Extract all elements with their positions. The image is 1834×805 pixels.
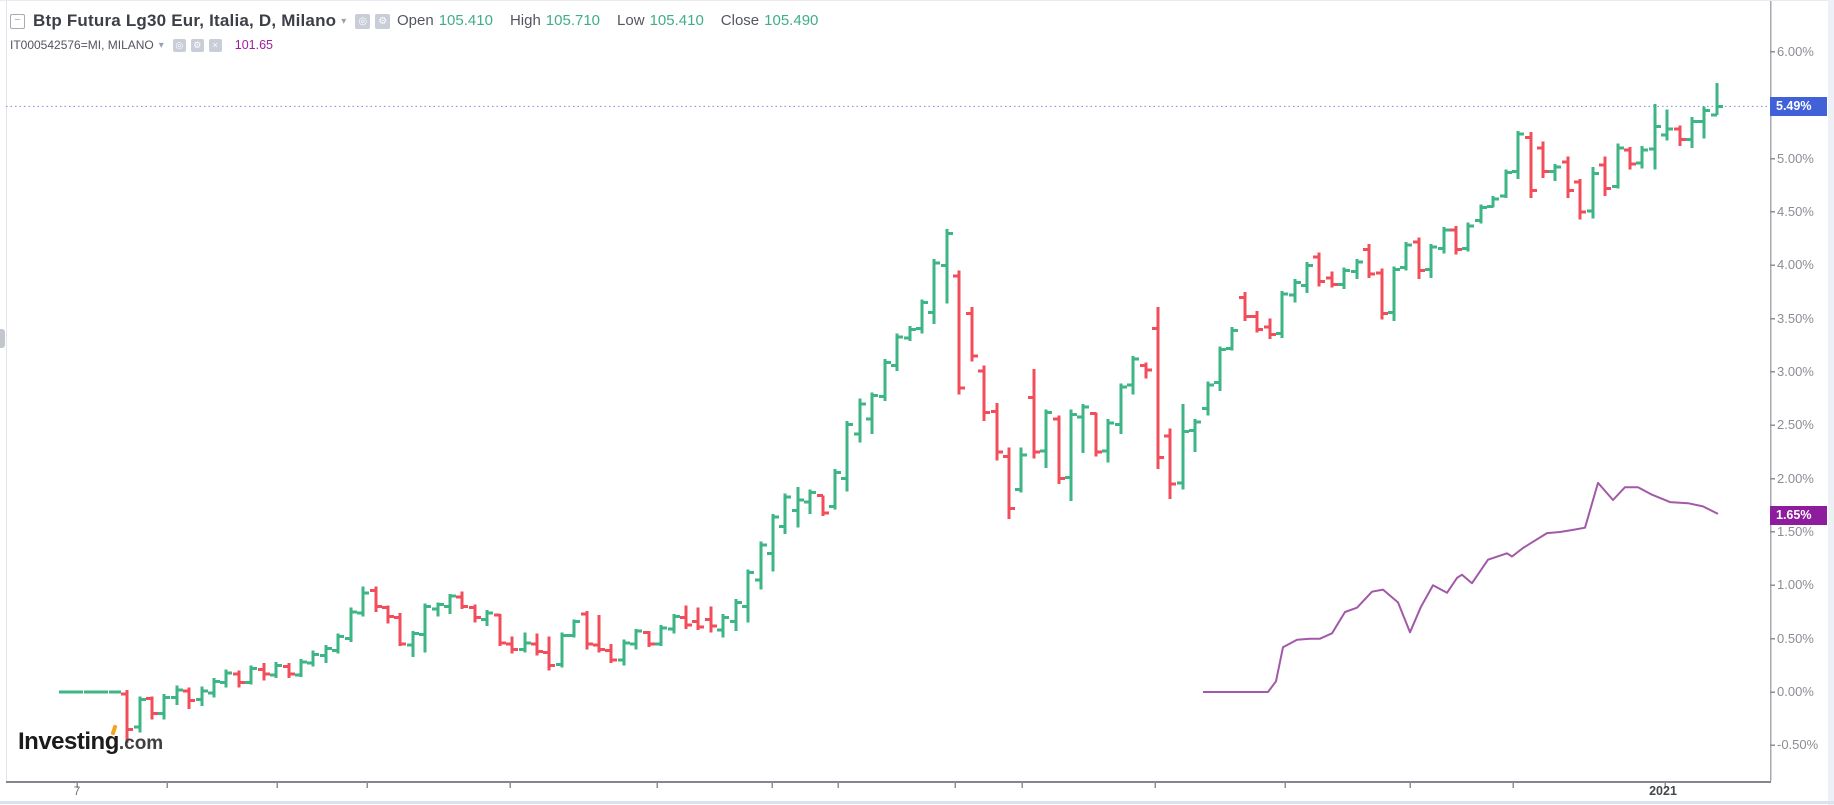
low-value: 105.410 [649, 12, 704, 29]
compare-price-text: 1.65% [1776, 508, 1812, 523]
high-label: High [509, 12, 541, 29]
close-icon[interactable]: × [208, 38, 222, 52]
open-value: 105.410 [438, 12, 493, 29]
symbol-title[interactable]: Btp Futura Lg30 Eur, Italia, D, Milano [33, 11, 337, 30]
ohlc-readout: Open 105.410 High 105.710 Low 105.410 Cl… [397, 12, 835, 29]
y-axis-label: 3.50% [1777, 310, 1814, 326]
y-axis-label: 0.00% [1777, 684, 1814, 699]
investing-logo: Investing.com [18, 724, 164, 756]
compare-legend: IT000542576=MI, MILANO ▾ ◎ ⚙ × 101.65 [10, 36, 273, 54]
open-label: Open [397, 12, 434, 29]
x-axis-label: 2021 [1649, 784, 1677, 798]
y-axis-label: -0.50% [1777, 737, 1819, 753]
compare-price-tag: 1.65% [1770, 506, 1827, 526]
chevron-down-icon: ▾ [341, 15, 347, 27]
bottom-edge-strip [0, 801, 1834, 804]
y-axis-label: 4.50% [1777, 203, 1814, 219]
y-axis-label: 4.00% [1777, 257, 1814, 273]
chevron-down-icon: ▾ [158, 39, 164, 51]
close-label: Close [720, 12, 760, 29]
logo-suffix: .com [118, 733, 164, 754]
symbol-legend: − Btp Futura Lg30 Eur, Italia, D, Milano… [10, 10, 391, 32]
compare-last-value: 101.65 [234, 38, 274, 52]
left-edge-tab[interactable] [0, 329, 5, 348]
visibility-icon[interactable]: ◎ [355, 13, 371, 29]
y-axis-label: 3.00% [1777, 363, 1814, 379]
x-axis-label: 7 [73, 784, 81, 798]
y-axis-label: 6.00% [1777, 43, 1814, 59]
last-price-text: 5.49% [1776, 98, 1812, 113]
gear-icon[interactable]: ⚙ [375, 13, 391, 29]
y-axis-label: 2.50% [1777, 417, 1814, 433]
logo-text: Investing [18, 728, 119, 755]
y-axis-label: 0.50% [1777, 630, 1814, 646]
collapse-legend-icon[interactable]: − [10, 13, 25, 29]
plot-borders [6, 0, 1772, 783]
y-axis-label: 1.00% [1777, 577, 1814, 593]
compare-symbol-title[interactable]: IT000542576=MI, MILANO [10, 38, 154, 52]
gear-icon[interactable]: ⚙ [190, 38, 204, 52]
compare-line [1203, 481, 1719, 693]
y-axis-label: 1.50% [1777, 523, 1814, 539]
visibility-icon[interactable]: ◎ [172, 38, 186, 52]
y-axis-label: 2.00% [1777, 470, 1814, 486]
high-value: 105.710 [545, 12, 601, 29]
right-margin-strip [1828, 0, 1834, 805]
axis-tick-marks [76, 51, 1775, 788]
y-axis-label: 5.00% [1777, 150, 1814, 166]
top-border [0, 0, 1834, 1]
ohlc-bars [59, 82, 1723, 744]
last-price-tag: 5.49% [1770, 96, 1827, 116]
low-label: Low [617, 12, 645, 29]
close-value: 105.490 [764, 12, 819, 29]
